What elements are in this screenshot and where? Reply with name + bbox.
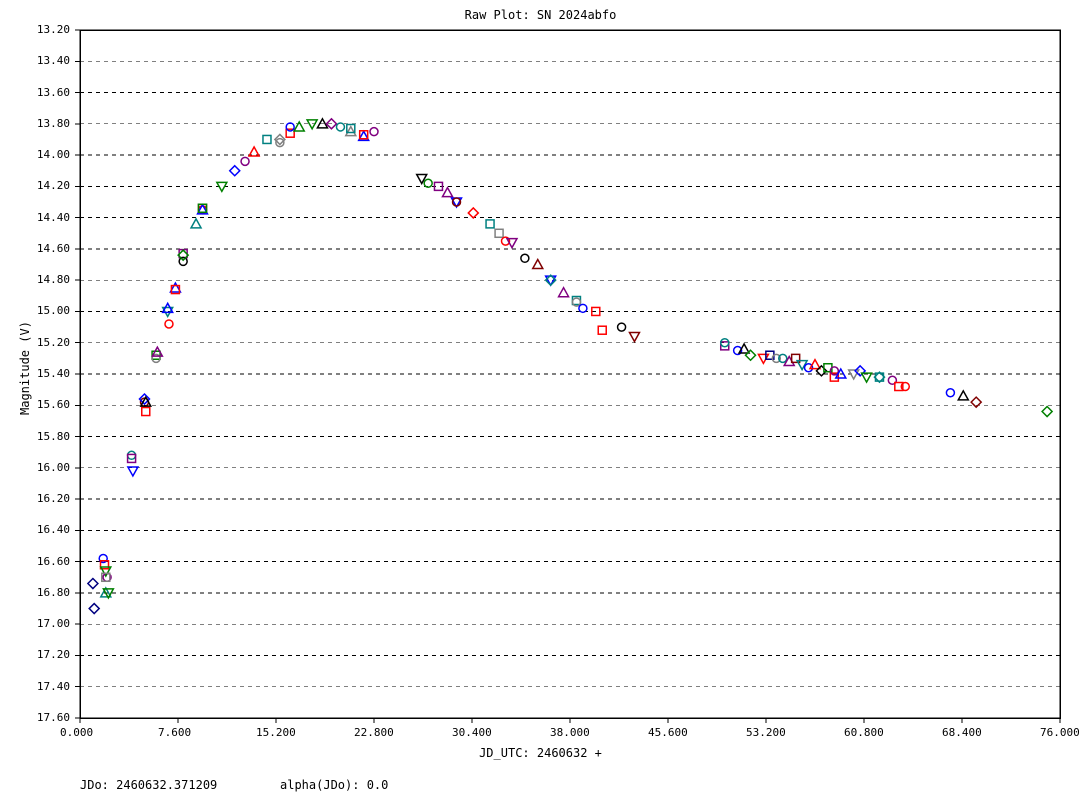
y-tick-label: 17.00 — [37, 617, 70, 630]
x-tick-label: 60.800 — [844, 726, 884, 739]
y-tick-label: 13.80 — [37, 117, 70, 130]
y-tick-label: 15.60 — [37, 398, 70, 411]
light-curve-plot — [0, 0, 1081, 799]
y-tick-label: 14.40 — [37, 211, 70, 224]
x-tick-label: 15.200 — [256, 726, 296, 739]
y-tick-label: 17.40 — [37, 680, 70, 693]
footer-jdo: JDo: 2460632.371209 — [80, 778, 217, 792]
y-tick-label: 16.00 — [37, 461, 70, 474]
y-tick-label: 16.20 — [37, 492, 70, 505]
x-tick-label: 53.200 — [746, 726, 786, 739]
y-tick-label: 14.00 — [37, 148, 70, 161]
plot-title: Raw Plot: SN 2024abfo — [0, 8, 1081, 22]
chart-wrapper: { "title":"Raw Plot: SN 2024abfo", "xlab… — [0, 0, 1081, 799]
y-tick-label: 14.80 — [37, 273, 70, 286]
x-tick-label: 22.800 — [354, 726, 394, 739]
x-tick-label: 68.400 — [942, 726, 982, 739]
y-tick-label: 15.80 — [37, 430, 70, 443]
x-tick-label: 7.600 — [158, 726, 191, 739]
y-tick-label: 13.40 — [37, 54, 70, 67]
x-tick-label: 0.000 — [60, 726, 93, 739]
y-tick-label: 15.40 — [37, 367, 70, 380]
x-tick-label: 30.400 — [452, 726, 492, 739]
y-tick-label: 13.20 — [37, 23, 70, 36]
y-tick-label: 14.60 — [37, 242, 70, 255]
y-tick-label: 15.20 — [37, 336, 70, 349]
y-tick-label: 14.20 — [37, 179, 70, 192]
x-axis-label: JD_UTC: 2460632 + — [0, 746, 1081, 760]
x-tick-label: 76.000 — [1040, 726, 1080, 739]
y-tick-label: 16.80 — [37, 586, 70, 599]
y-tick-label: 16.40 — [37, 523, 70, 536]
y-tick-label: 13.60 — [37, 86, 70, 99]
y-tick-label: 17.60 — [37, 711, 70, 724]
x-tick-label: 45.600 — [648, 726, 688, 739]
y-tick-label: 17.20 — [37, 648, 70, 661]
y-tick-label: 16.60 — [37, 555, 70, 568]
y-axis-label: Magnitude (V) — [18, 321, 32, 415]
y-tick-label: 15.00 — [37, 304, 70, 317]
footer-alpha: alpha(JDo): 0.0 — [280, 778, 388, 792]
x-tick-label: 38.000 — [550, 726, 590, 739]
